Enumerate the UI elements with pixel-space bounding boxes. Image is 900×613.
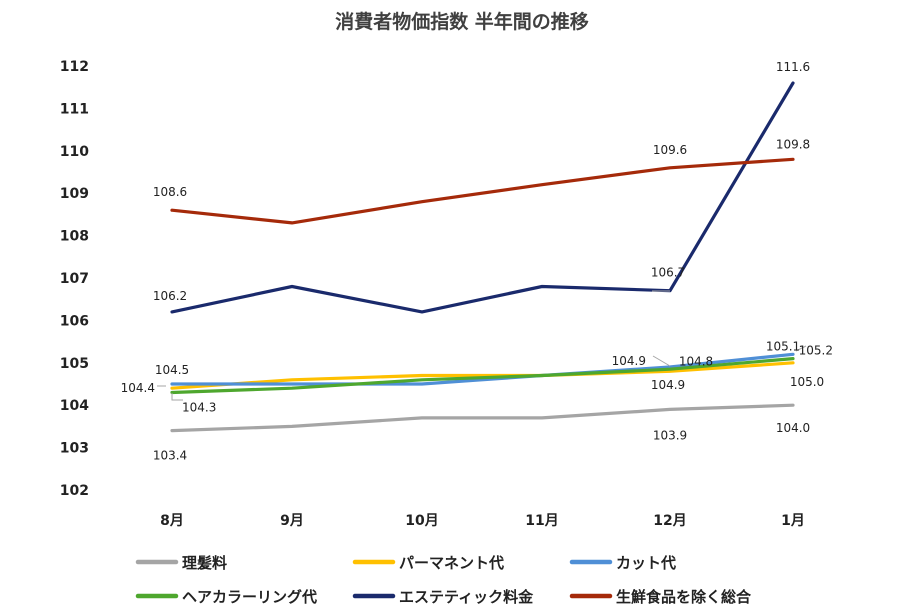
data-label: 108.6 bbox=[153, 185, 187, 199]
y-tick-label: 112 bbox=[60, 59, 89, 75]
data-label: 103.4 bbox=[153, 449, 187, 463]
data-label: 111.6 bbox=[776, 60, 810, 74]
series-line-4 bbox=[170, 81, 795, 314]
data-label: 103.9 bbox=[653, 428, 687, 442]
legend-label: 理髪料 bbox=[182, 554, 227, 572]
series-lines bbox=[170, 81, 795, 433]
legend-item: 理髪料 bbox=[135, 554, 227, 572]
data-label: 104.5 bbox=[155, 363, 189, 377]
x-tick-label: 9月 bbox=[280, 513, 304, 529]
data-label: 104.3 bbox=[182, 400, 216, 414]
data-label: 106.7 bbox=[651, 266, 685, 280]
data-labels: 108.6 109.6 109.8 106.2 106.7 111.6 104.5104.4… bbox=[121, 60, 833, 463]
data-label: 105.2 bbox=[799, 343, 833, 357]
x-tick-label: 12月 bbox=[653, 513, 686, 529]
series-line-3 bbox=[170, 357, 795, 395]
data-label: 104.8 bbox=[679, 354, 713, 368]
x-axis-ticks: 8月 9月 10月 11月 12月 1月 bbox=[160, 513, 805, 529]
data-label: 105.1 bbox=[766, 340, 800, 354]
legend-item: 生鮮食品を除く総合 bbox=[569, 588, 752, 606]
data-label: 104.9 bbox=[651, 378, 685, 392]
y-tick-label: 102 bbox=[60, 483, 89, 499]
legend-label: ヘアカラーリング代 bbox=[182, 588, 317, 606]
data-label: 105.0 bbox=[790, 375, 824, 389]
series-line-1 bbox=[170, 361, 795, 390]
y-tick-label: 106 bbox=[60, 313, 89, 329]
y-axis-ticks: 102 103 104 105 106 107 108 109 110 111 112 bbox=[60, 59, 89, 499]
series-line-5 bbox=[170, 157, 795, 225]
y-tick-label: 103 bbox=[60, 441, 89, 457]
y-tick-label: 110 bbox=[60, 144, 89, 160]
legend-item: パーマネント代 bbox=[352, 554, 504, 572]
y-tick-label: 105 bbox=[60, 356, 89, 372]
legend-label: 生鮮食品を除く総合 bbox=[616, 588, 752, 606]
y-tick-label: 109 bbox=[60, 186, 89, 202]
legend-label: パーマネント代 bbox=[399, 554, 504, 572]
legend-label: カット代 bbox=[616, 554, 676, 572]
legend-item: ヘアカラーリング代 bbox=[135, 588, 317, 606]
y-tick-label: 108 bbox=[60, 229, 89, 245]
leader-line bbox=[652, 355, 671, 367]
leader-line bbox=[171, 393, 183, 401]
data-label: 104.0 bbox=[776, 421, 810, 435]
x-tick-label: 1月 bbox=[781, 513, 805, 529]
y-tick-label: 104 bbox=[60, 398, 89, 414]
y-tick-label: 111 bbox=[60, 101, 89, 117]
chart-title: 消費者物価指数 半年間の推移 bbox=[335, 10, 589, 33]
series-line-2 bbox=[170, 352, 795, 386]
data-label: 106.2 bbox=[153, 289, 187, 303]
leader-line bbox=[795, 345, 807, 352]
legend-label: エステティック料金 bbox=[399, 588, 534, 606]
x-tick-label: 10月 bbox=[405, 513, 438, 529]
x-tick-label: 8月 bbox=[160, 513, 184, 529]
data-label: 109.6 bbox=[653, 143, 687, 157]
label-leader-lines bbox=[157, 290, 807, 401]
data-label: 104.4 bbox=[121, 381, 155, 395]
x-tick-label: 11月 bbox=[525, 513, 558, 529]
series-line-0 bbox=[170, 403, 795, 433]
data-label: 109.8 bbox=[776, 137, 810, 151]
y-tick-label: 107 bbox=[60, 271, 89, 287]
legend-item: エステティック料金 bbox=[352, 588, 534, 606]
data-label: 104.9 bbox=[612, 354, 646, 368]
legend-item: カット代 bbox=[569, 554, 676, 572]
